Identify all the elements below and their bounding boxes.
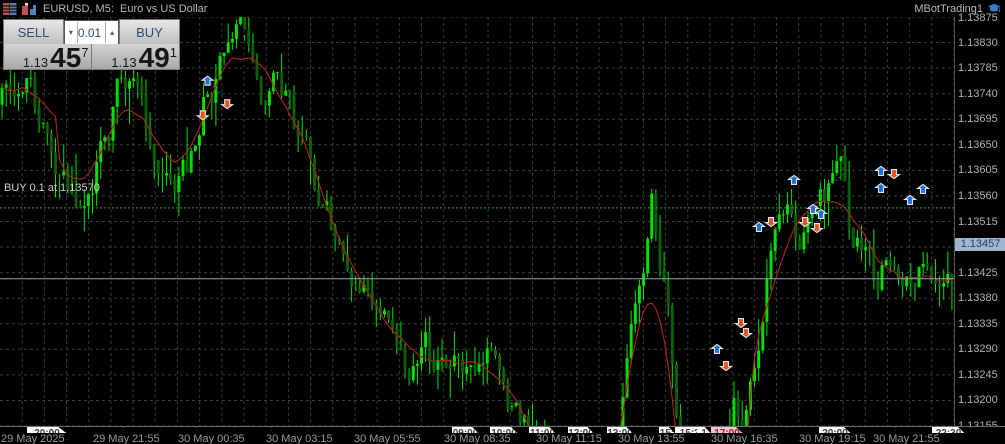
svg-text:BUY 0.1 at 1.13570: BUY 0.1 at 1.13570 (4, 182, 100, 194)
